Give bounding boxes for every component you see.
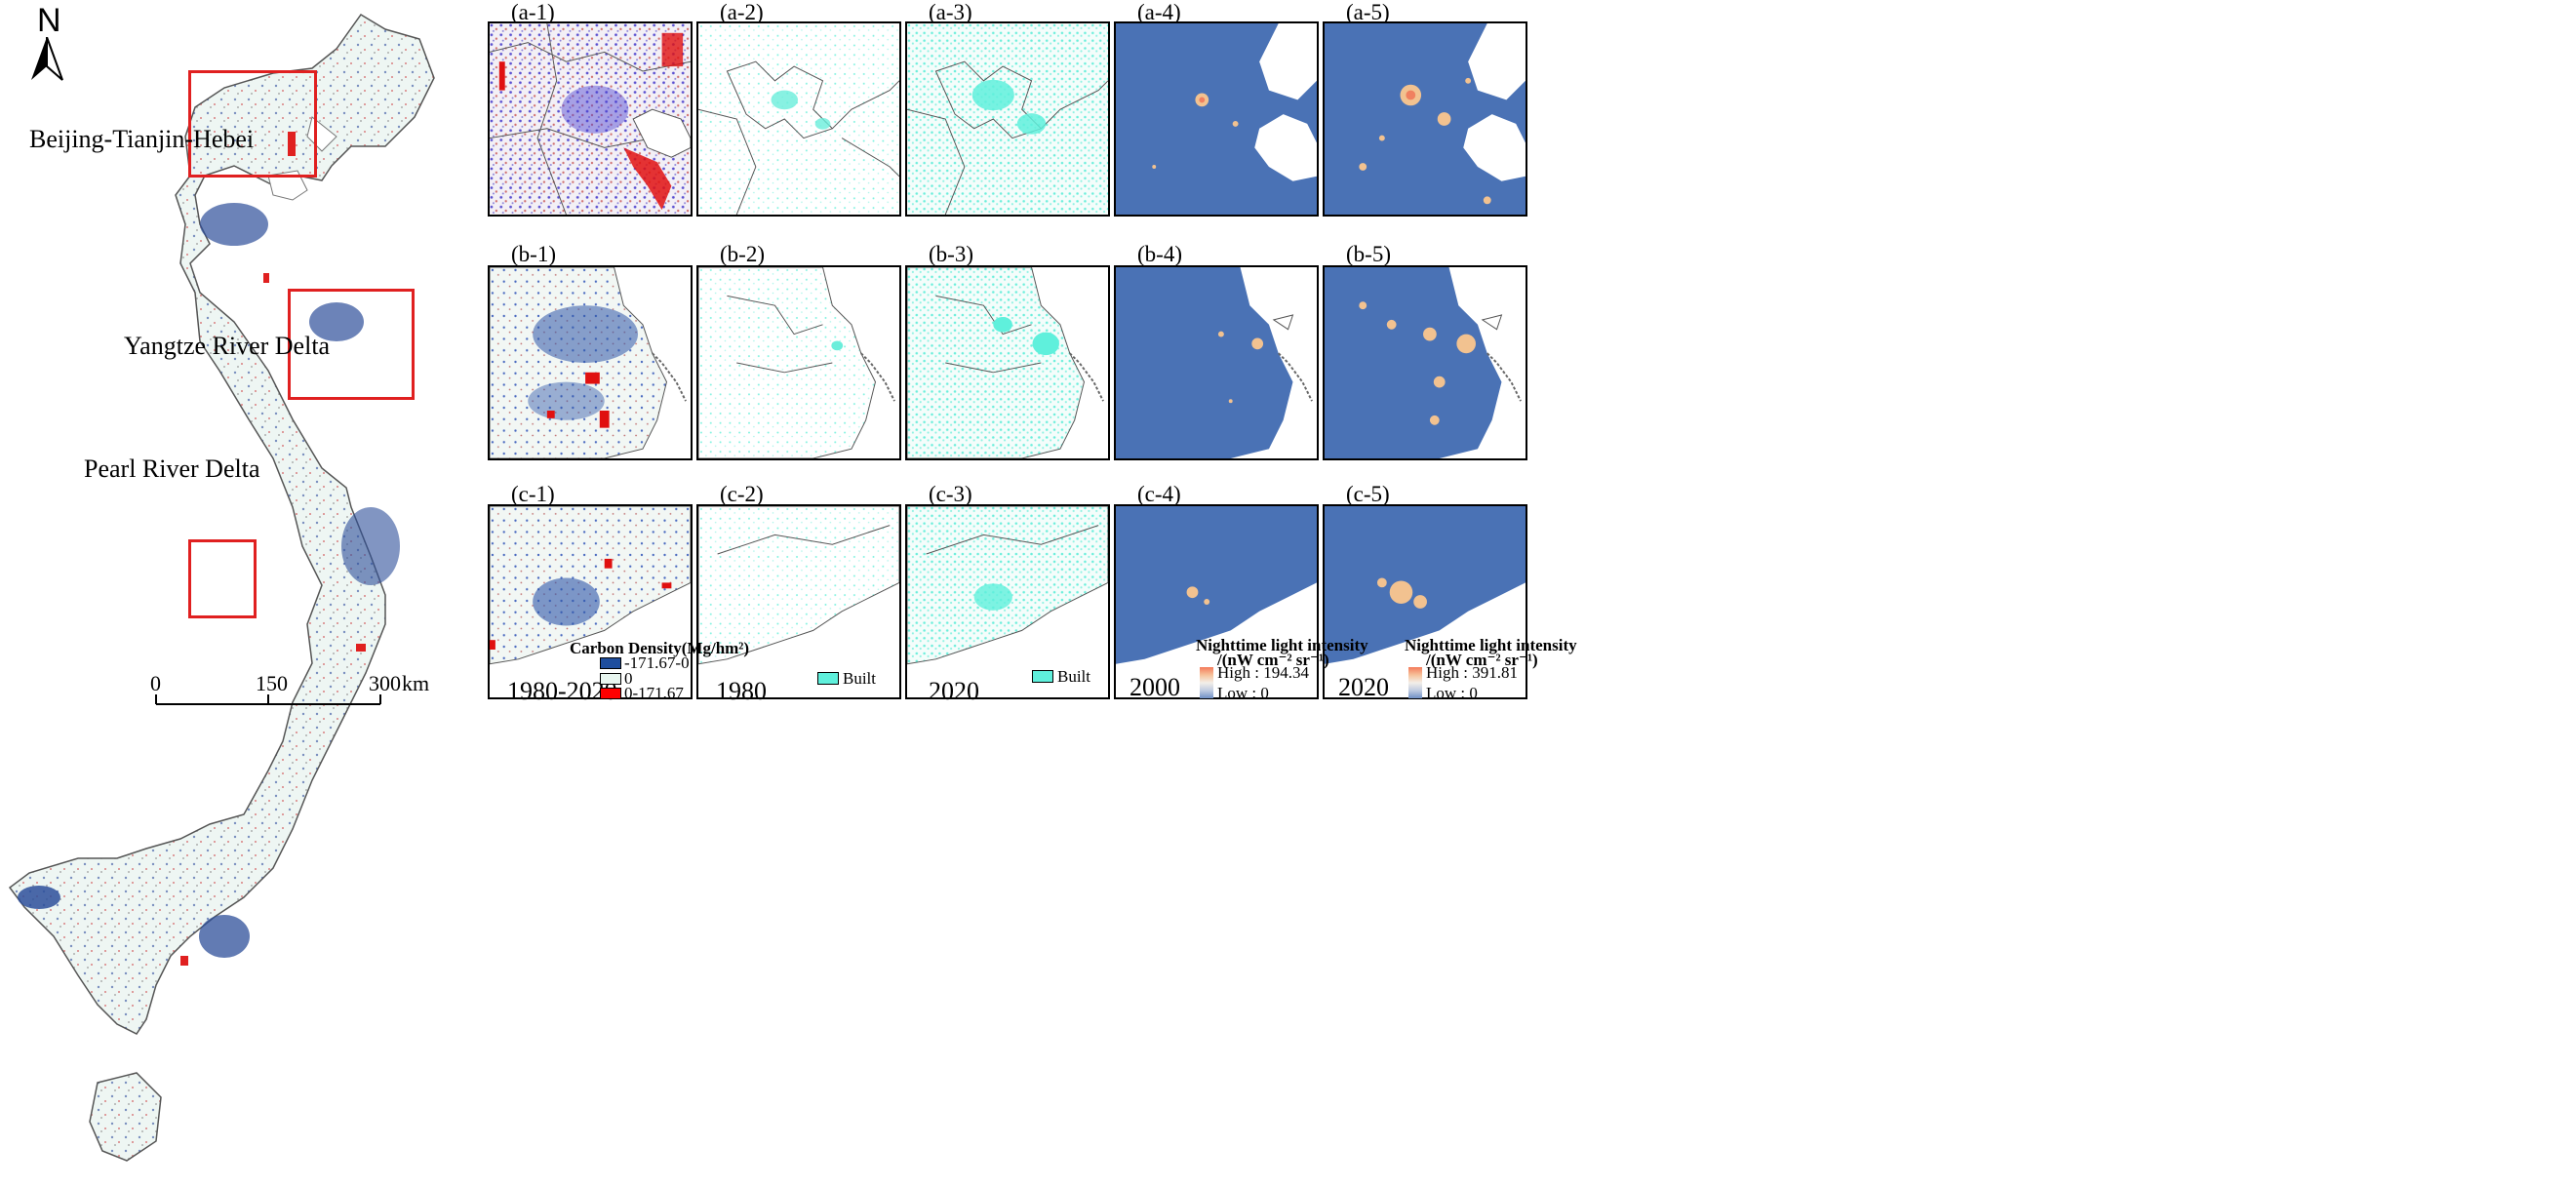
north-letter: N <box>37 2 61 39</box>
panel-c2-built-1980 <box>696 504 901 699</box>
panel-label-a3: (a-3) <box>929 0 972 24</box>
carbon-legend-label-positive: 0-171.67 <box>624 684 684 702</box>
panel-b4-light-2000 <box>1114 265 1319 460</box>
year-caption-c4: 2000 <box>1129 673 1180 701</box>
panel-label-b5: (b-5) <box>1346 242 1391 266</box>
panel-a2-built-1980 <box>696 21 901 217</box>
light-legend-low-c5: Low : 0 <box>1426 684 1478 702</box>
panel-c4-light-2000 <box>1114 504 1319 699</box>
light-legend-ramp-c4 <box>1200 667 1213 698</box>
built-legend-swatch-c2 <box>817 672 839 685</box>
built-legend-label-c2: Built <box>843 669 877 688</box>
carbon-legend-title: Carbon Density(Mg/hm²) <box>570 639 750 657</box>
scale-tick-300: 300 <box>369 671 401 695</box>
year-caption-c1: 1980-2020 <box>507 677 617 705</box>
panel-c3-built-2020 <box>905 504 1110 699</box>
year-caption-c2: 1980 <box>716 677 767 705</box>
panel-label-b2: (b-2) <box>720 242 765 266</box>
light-legend-unit-c5: /(nW cm⁻² sr⁻¹) <box>1426 651 1538 669</box>
panel-label-a1: (a-1) <box>511 0 555 24</box>
carbon-legend-swatch-positive <box>600 688 621 699</box>
scale-tick-0: 0 <box>150 671 161 695</box>
panel-b1-carbon-map <box>488 265 693 460</box>
north-arrow-icon <box>31 37 63 81</box>
light-legend-unit-c4: /(nW cm⁻² sr⁻¹) <box>1217 651 1329 669</box>
scale-bar <box>155 694 381 705</box>
panel-label-c5: (c-5) <box>1346 482 1390 506</box>
panel-b3-built-2020 <box>905 265 1110 460</box>
scale-tick-150: 150 <box>256 671 288 695</box>
panel-b2-built-1980 <box>696 265 901 460</box>
panel-label-a2: (a-2) <box>720 0 764 24</box>
panel-label-c1: (c-1) <box>511 482 555 506</box>
light-legend-low-c4: Low : 0 <box>1217 684 1269 702</box>
panel-label-b3: (b-3) <box>929 242 973 266</box>
carbon-legend-label-negative: -171.67-0 <box>624 653 690 672</box>
bth-label: Beijing-Tianjin-Hebei <box>29 125 255 153</box>
scale-unit: km <box>402 671 430 695</box>
year-caption-c5: 2020 <box>1338 673 1389 701</box>
panel-label-b1: (b-1) <box>511 242 556 266</box>
panel-label-b4: (b-4) <box>1137 242 1182 266</box>
year-caption-c3: 2020 <box>929 677 979 705</box>
carbon-legend-swatch-zero <box>600 673 621 685</box>
yrd-highlight-box <box>288 289 415 400</box>
light-legend-title-c4: Nighttime light intensity <box>1196 636 1368 654</box>
panel-a1-carbon-map <box>488 21 693 217</box>
panel-c5-light-2020 <box>1323 504 1527 699</box>
yrd-label: Yangtze River Delta <box>124 332 331 360</box>
hainan-island-shape <box>89 1072 162 1162</box>
panel-label-c4: (c-4) <box>1137 482 1181 506</box>
panel-a5-light-2020 <box>1323 21 1527 217</box>
panel-a4-light-2000 <box>1114 21 1319 217</box>
panel-label-c2: (c-2) <box>720 482 764 506</box>
carbon-legend-label-zero: 0 <box>624 669 633 688</box>
overview-map <box>8 14 435 1162</box>
panel-a3-built-2020 <box>905 21 1110 217</box>
light-legend-title-c5: Nighttime light intensity <box>1405 636 1577 654</box>
prd-highlight-box <box>188 539 257 618</box>
panel-label-c3: (c-3) <box>929 482 972 506</box>
built-legend-swatch-c3 <box>1032 670 1053 683</box>
light-legend-high-c5: High : 391.81 <box>1426 663 1518 682</box>
light-legend-ramp-c5 <box>1408 667 1422 698</box>
panel-label-a4: (a-4) <box>1137 0 1181 24</box>
bth-highlight-box <box>188 70 317 178</box>
built-legend-label-c3: Built <box>1057 667 1091 686</box>
panel-c1-carbon-map <box>488 504 693 699</box>
panel-label-a5: (a-5) <box>1346 0 1390 24</box>
panel-b5-light-2020 <box>1323 265 1527 460</box>
light-legend-high-c4: High : 194.34 <box>1217 663 1309 682</box>
carbon-legend-swatch-negative <box>600 657 621 669</box>
prd-label: Pearl River Delta <box>84 455 260 483</box>
